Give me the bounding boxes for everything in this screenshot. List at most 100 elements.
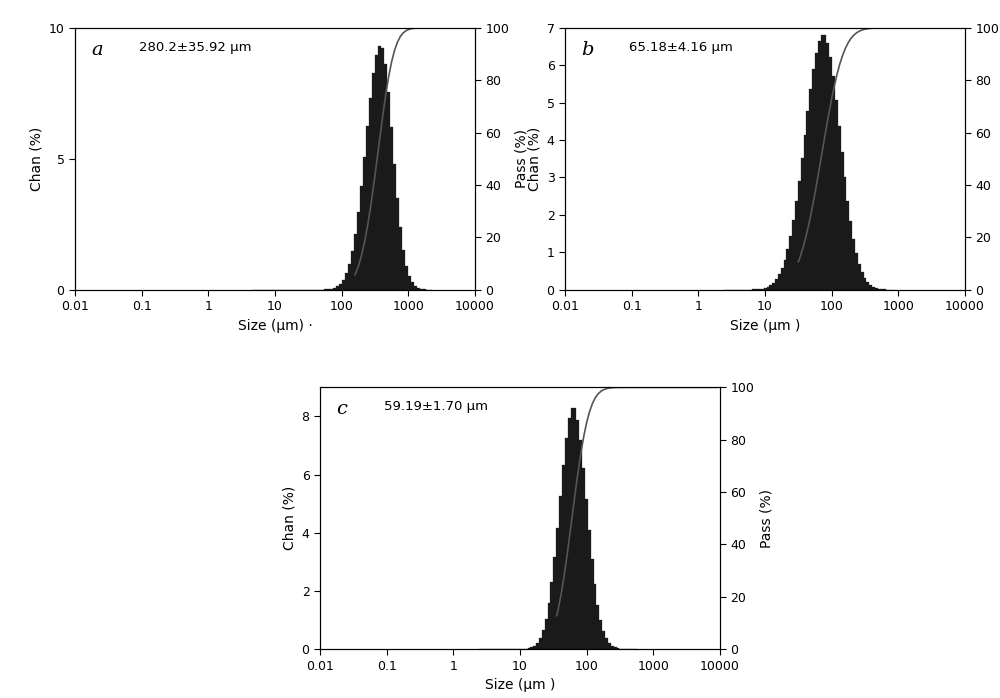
- Bar: [411, 283, 414, 290]
- Bar: [417, 288, 420, 290]
- Text: c: c: [336, 401, 347, 419]
- Bar: [599, 620, 602, 649]
- Bar: [539, 637, 542, 649]
- Bar: [530, 647, 533, 649]
- Y-axis label: Chan (%): Chan (%): [527, 126, 541, 191]
- Bar: [858, 264, 861, 290]
- Bar: [381, 48, 384, 290]
- X-axis label: Size (μm ): Size (μm ): [485, 678, 555, 692]
- Bar: [556, 528, 559, 649]
- Bar: [596, 604, 599, 649]
- Bar: [369, 98, 372, 290]
- Bar: [396, 198, 399, 290]
- Bar: [573, 408, 576, 649]
- Bar: [798, 181, 801, 290]
- Text: 280.2±35.92 μm: 280.2±35.92 μm: [139, 41, 252, 54]
- Bar: [387, 92, 390, 290]
- Bar: [390, 127, 393, 290]
- Bar: [348, 264, 351, 290]
- Bar: [852, 239, 855, 290]
- Bar: [605, 638, 608, 649]
- Bar: [818, 41, 821, 290]
- Bar: [339, 284, 342, 290]
- Bar: [812, 69, 815, 290]
- Y-axis label: Chan (%): Chan (%): [282, 486, 296, 551]
- Bar: [772, 283, 775, 290]
- Bar: [351, 251, 354, 290]
- Text: 59.19±1.70 μm: 59.19±1.70 μm: [384, 401, 488, 413]
- Y-axis label: Pass (%): Pass (%): [760, 489, 774, 548]
- Bar: [781, 268, 784, 290]
- Bar: [809, 89, 812, 290]
- Bar: [832, 76, 835, 290]
- Bar: [420, 289, 423, 290]
- Bar: [375, 55, 378, 290]
- Bar: [594, 584, 596, 649]
- Bar: [611, 646, 614, 649]
- Bar: [342, 280, 345, 290]
- Bar: [366, 126, 369, 290]
- Bar: [801, 158, 804, 290]
- Text: 65.18±4.16 μm: 65.18±4.16 μm: [629, 41, 733, 54]
- Bar: [821, 36, 824, 290]
- Bar: [345, 274, 348, 290]
- Bar: [767, 287, 769, 290]
- Bar: [804, 135, 806, 290]
- Text: b: b: [581, 41, 594, 59]
- Y-axis label: Chan (%): Chan (%): [29, 126, 43, 191]
- Y-axis label: Pass (%): Pass (%): [515, 129, 529, 188]
- Bar: [533, 646, 536, 649]
- Bar: [764, 288, 767, 290]
- Bar: [372, 73, 375, 290]
- Bar: [360, 186, 363, 290]
- Bar: [579, 440, 582, 649]
- Bar: [792, 220, 795, 290]
- Bar: [835, 100, 838, 290]
- Bar: [806, 111, 809, 290]
- Bar: [866, 282, 869, 290]
- Bar: [878, 289, 881, 290]
- Bar: [614, 647, 617, 649]
- Bar: [855, 253, 858, 290]
- Bar: [864, 278, 866, 290]
- Bar: [565, 438, 568, 649]
- Bar: [861, 272, 864, 290]
- Bar: [571, 408, 573, 649]
- Bar: [542, 630, 545, 649]
- Bar: [824, 36, 826, 290]
- Bar: [384, 64, 387, 290]
- X-axis label: Size (μm ): Size (μm ): [730, 319, 800, 333]
- Bar: [559, 496, 562, 649]
- Bar: [568, 418, 571, 649]
- Bar: [354, 234, 357, 290]
- Bar: [602, 631, 605, 649]
- Bar: [769, 285, 772, 290]
- Bar: [548, 603, 550, 649]
- Bar: [775, 279, 778, 290]
- Bar: [608, 643, 611, 649]
- Bar: [826, 43, 829, 290]
- Bar: [553, 557, 556, 649]
- Bar: [562, 466, 565, 649]
- Bar: [789, 236, 792, 290]
- Bar: [844, 177, 846, 290]
- Bar: [617, 648, 619, 649]
- Bar: [393, 164, 396, 290]
- Bar: [550, 582, 553, 649]
- Bar: [849, 221, 852, 290]
- Bar: [545, 618, 548, 649]
- Bar: [333, 288, 336, 290]
- Bar: [528, 648, 530, 649]
- Bar: [582, 468, 585, 649]
- Bar: [330, 289, 333, 290]
- Bar: [336, 286, 339, 290]
- Bar: [414, 286, 417, 290]
- Bar: [363, 156, 366, 290]
- Text: a: a: [91, 41, 103, 59]
- Bar: [869, 285, 872, 290]
- Bar: [576, 419, 579, 649]
- Bar: [786, 249, 789, 290]
- Bar: [778, 274, 781, 290]
- Bar: [841, 152, 844, 290]
- Bar: [408, 276, 411, 290]
